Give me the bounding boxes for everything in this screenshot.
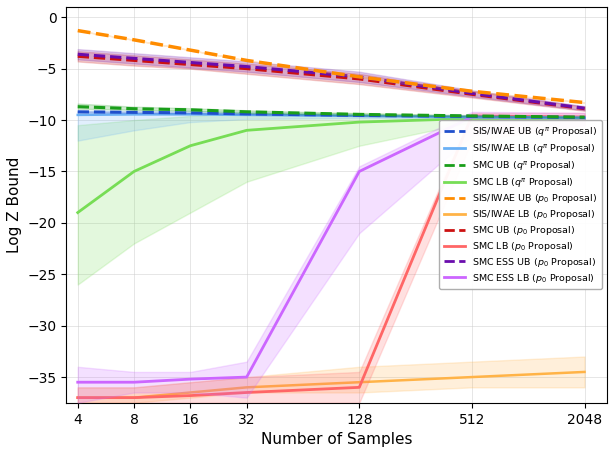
Y-axis label: Log Z Bound: Log Z Bound xyxy=(7,157,22,253)
Legend: SIS/IWAE UB ($q^\pi$ Proposal), SIS/IWAE LB ($q^\pi$ Proposal), SMC UB ($q^\pi$ : SIS/IWAE UB ($q^\pi$ Proposal), SIS/IWAE… xyxy=(440,120,602,289)
X-axis label: Number of Samples: Number of Samples xyxy=(261,432,413,447)
